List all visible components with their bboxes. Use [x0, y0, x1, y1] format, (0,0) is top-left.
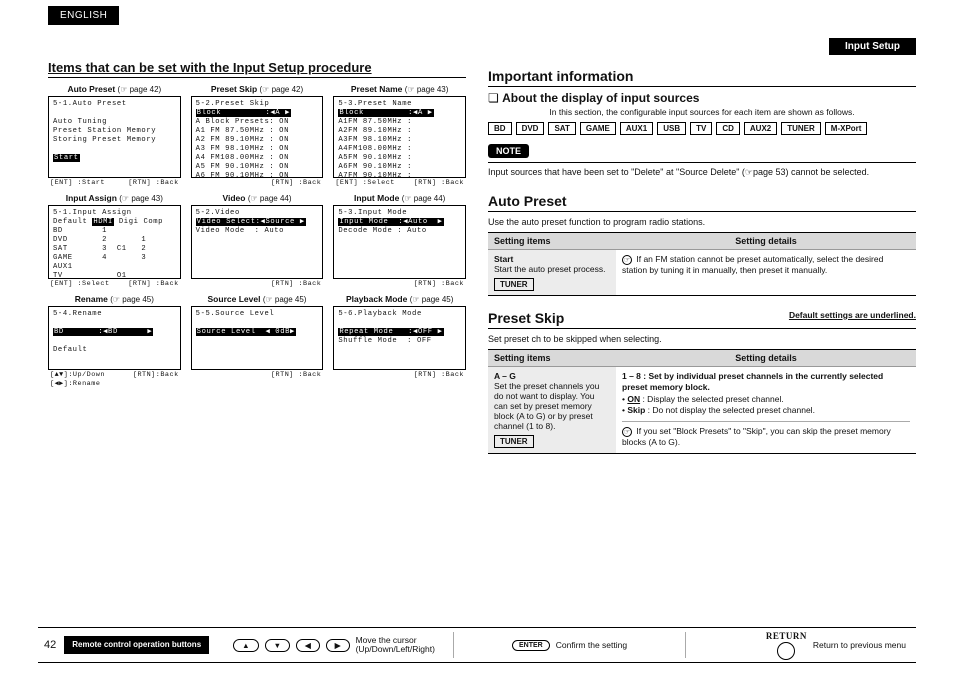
- input-badge: BD: [488, 122, 512, 135]
- nav-up-icon: ▲: [233, 639, 258, 652]
- return-button-icon: [777, 642, 795, 660]
- return-label: RETURN: [766, 631, 807, 641]
- nav-down-icon: ▼: [265, 639, 290, 652]
- default-note: Default settings are underlined.: [789, 310, 916, 320]
- autopreset-heading: Auto Preset: [488, 193, 916, 212]
- t1-body: Start the auto preset process.: [494, 264, 606, 274]
- important-heading: Important information: [488, 68, 916, 87]
- t2-r3: : Do not display the selected preset cha…: [645, 405, 815, 415]
- display-box: Preset Skip (☞ page 42)5-2.Preset Skip B…: [191, 84, 324, 187]
- t2-r2-label: ON: [627, 394, 640, 404]
- display-box: Source Level (☞ page 45)5-5.Source Level…: [191, 294, 324, 388]
- t1-detail: If an FM station cannot be preset automa…: [622, 254, 883, 275]
- input-badge: AUX2: [744, 122, 777, 135]
- t2-title: A – G: [494, 371, 516, 381]
- enter-button-icon: ENTER: [512, 640, 550, 651]
- input-badge: TUNER: [781, 122, 821, 135]
- t2-body: Set the preset channels you do not want …: [494, 381, 599, 431]
- th2-setting-details: Setting details: [616, 349, 916, 366]
- th-setting-details: Setting details: [616, 232, 916, 249]
- presetskip-body: Set preset ch to be skipped when selecti…: [488, 333, 916, 345]
- display-box: Input Mode (☞ page 44)5-3.Input Mode Inp…: [333, 193, 466, 288]
- left-heading: Items that can be set with the Input Set…: [48, 60, 466, 78]
- tuner-badge: TUNER: [494, 278, 534, 291]
- input-badge: USB: [657, 122, 686, 135]
- input-badge: GAME: [580, 122, 616, 135]
- note-badge: NOTE: [488, 144, 529, 158]
- t1-title: Start: [494, 254, 513, 264]
- nav-text-2: (Up/Down/Left/Right): [356, 645, 435, 654]
- display-box: Input Assign (☞ page 43)5-1.Input Assign…: [48, 193, 181, 288]
- presetskip-table: Setting items Setting details A – G Set …: [488, 349, 916, 454]
- enter-text: Confirm the setting: [556, 640, 627, 650]
- t2-r2: : Display the selected preset channel.: [640, 394, 784, 404]
- section-tab: Input Setup: [829, 38, 916, 55]
- th-setting-items: Setting items: [488, 232, 616, 249]
- input-badge: AUX1: [620, 122, 653, 135]
- tuner-badge-2: TUNER: [494, 435, 534, 448]
- display-box: Video (☞ page 44)5-2.Video Video Select:…: [191, 193, 324, 288]
- input-badge: SAT: [548, 122, 575, 135]
- t2-r4: If you set "Block Presets" to "Skip", yo…: [622, 426, 891, 447]
- autopreset-table: Setting items Setting details Start Star…: [488, 232, 916, 296]
- footer-label-box: Remote control operation buttons: [64, 636, 209, 653]
- input-badge: M-XPort: [825, 122, 868, 135]
- t2-r1: 1 – 8 : Set by individual preset channel…: [622, 371, 883, 392]
- input-badge: CD: [716, 122, 740, 135]
- input-badge: TV: [690, 122, 712, 135]
- hand-icon: ☞: [622, 255, 632, 265]
- display-box: Playback Mode (☞ page 45)5-6.Playback Mo…: [333, 294, 466, 388]
- display-box: Rename (☞ page 45)5-4.Rename BD :◀BD ▶ D…: [48, 294, 181, 388]
- return-text: Return to previous menu: [813, 640, 906, 650]
- note-body: Input sources that have been set to "Del…: [488, 162, 916, 178]
- page-number: 42: [44, 639, 56, 651]
- about-heading: About the display of input sources: [488, 91, 916, 105]
- display-box: Preset Name (☞ page 43)5-3.Preset Name B…: [333, 84, 466, 187]
- language-tab: ENGLISH: [48, 6, 119, 25]
- display-box: Auto Preset (☞ page 42)5-1.Auto Preset A…: [48, 84, 181, 187]
- input-source-list: BD DVDSAT GAME AUX1 USB TV CD AUX2 TUNER M-XPort: [488, 122, 916, 135]
- nav-left-icon: ◀: [296, 639, 320, 652]
- hand-icon-2: ☞: [622, 427, 632, 437]
- presetskip-heading: Preset Skip: [488, 310, 564, 326]
- t2-r3-label: Skip: [627, 405, 645, 415]
- input-badge: DVD: [516, 122, 545, 135]
- about-body: In this section, the configurable input …: [488, 107, 916, 118]
- autopreset-body: Use the auto preset function to program …: [488, 216, 916, 228]
- th2-setting-items: Setting items: [488, 349, 616, 366]
- footer-bar: 42 Remote control operation buttons ▲ ▼ …: [38, 627, 916, 663]
- nav-right-icon: ▶: [326, 639, 350, 652]
